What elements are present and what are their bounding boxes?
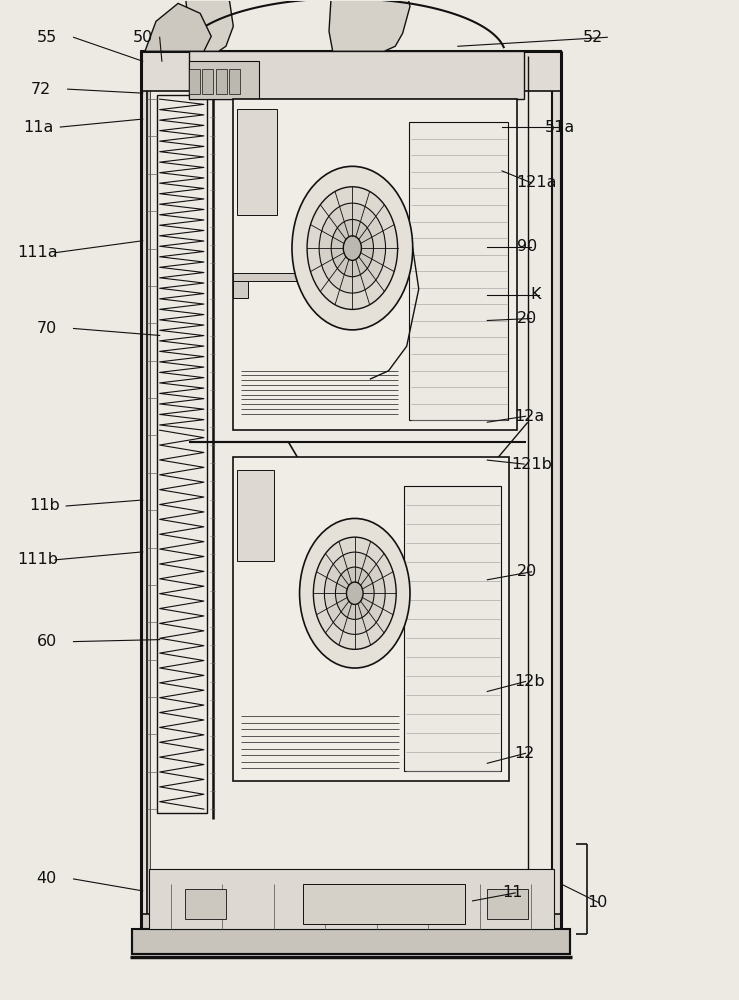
Text: 12b: 12b — [514, 674, 545, 689]
Bar — [234, 99, 517, 430]
Circle shape — [344, 236, 361, 260]
Text: 121a: 121a — [517, 175, 557, 190]
Bar — [487, 889, 528, 919]
Bar — [552, 51, 561, 929]
Bar — [189, 51, 524, 99]
Bar — [141, 51, 561, 91]
Bar — [185, 889, 226, 919]
Text: 40: 40 — [37, 871, 57, 886]
Circle shape — [336, 567, 374, 619]
Text: 20: 20 — [517, 311, 537, 326]
Bar — [303, 884, 466, 924]
Text: 72: 72 — [31, 82, 51, 97]
Text: 70: 70 — [37, 321, 57, 336]
Circle shape — [347, 582, 363, 604]
Bar — [189, 61, 259, 99]
Text: 51a: 51a — [545, 120, 575, 135]
Bar — [189, 69, 200, 94]
Bar — [141, 914, 561, 929]
Bar — [202, 69, 214, 94]
Text: 55: 55 — [37, 30, 57, 45]
Circle shape — [319, 203, 386, 293]
Polygon shape — [185, 0, 234, 51]
Circle shape — [331, 219, 373, 277]
Circle shape — [313, 537, 396, 649]
Text: 10: 10 — [588, 895, 607, 910]
Bar — [234, 273, 333, 281]
Text: 111a: 111a — [18, 245, 58, 260]
Bar — [229, 69, 240, 94]
Text: 50: 50 — [132, 30, 153, 45]
Bar — [234, 281, 248, 298]
Text: 11: 11 — [502, 885, 522, 900]
Circle shape — [324, 552, 385, 634]
Polygon shape — [329, 0, 410, 51]
Circle shape — [307, 187, 398, 309]
Text: K: K — [530, 287, 540, 302]
Bar — [409, 122, 508, 420]
Text: 90: 90 — [517, 239, 537, 254]
Text: 11a: 11a — [24, 120, 54, 135]
Bar — [237, 470, 273, 561]
Text: 52: 52 — [583, 30, 603, 45]
Text: 11b: 11b — [30, 498, 60, 513]
Text: 12a: 12a — [514, 409, 544, 424]
Text: 12: 12 — [514, 746, 534, 761]
Bar — [237, 109, 277, 215]
Bar — [157, 95, 207, 813]
Text: 111b: 111b — [18, 552, 58, 567]
Text: 121b: 121b — [511, 457, 552, 472]
Bar — [234, 457, 509, 781]
Bar — [404, 486, 501, 771]
Bar — [149, 869, 554, 929]
Circle shape — [299, 518, 410, 668]
Circle shape — [292, 166, 412, 330]
Bar — [141, 51, 146, 929]
Bar — [132, 929, 570, 954]
Bar — [146, 51, 150, 929]
Text: 20: 20 — [517, 564, 537, 579]
Polygon shape — [145, 3, 211, 51]
Bar — [216, 69, 227, 94]
Text: 60: 60 — [37, 634, 57, 649]
